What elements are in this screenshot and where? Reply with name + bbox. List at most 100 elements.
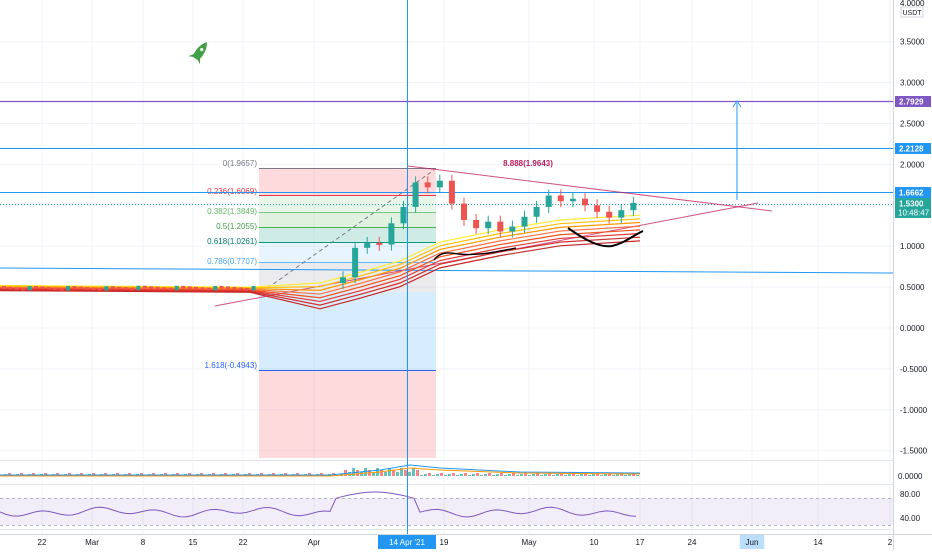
histogram-bar	[416, 470, 419, 476]
ema-line	[0, 218, 641, 289]
fib-label-0: 0(1.9657)	[223, 159, 258, 168]
candle[interactable]	[606, 211, 613, 218]
candle[interactable]	[238, 287, 243, 290]
candle[interactable]	[110, 286, 115, 289]
oscillator-line	[0, 464, 641, 476]
candle[interactable]	[85, 287, 90, 290]
candle[interactable]	[521, 216, 528, 227]
candle[interactable]	[232, 286, 237, 290]
candle[interactable]	[181, 285, 186, 289]
time-label: Apr	[308, 538, 321, 547]
candle[interactable]	[174, 285, 179, 291]
histogram-bar	[444, 475, 447, 476]
fib-label-0786: 0.786(0.7707)	[207, 257, 257, 266]
candle[interactable]	[21, 287, 26, 291]
candle[interactable]	[533, 206, 540, 217]
candle[interactable]	[219, 285, 224, 289]
candle[interactable]	[352, 247, 359, 278]
candle[interactable]	[436, 180, 443, 188]
candle[interactable]	[104, 286, 109, 291]
candle[interactable]	[545, 195, 552, 207]
candle[interactable]	[509, 226, 516, 232]
histogram-bar	[392, 470, 395, 476]
histogram-bar	[596, 473, 599, 476]
fib-label-0236: 0.236(1.6069)	[207, 187, 257, 196]
price-pane[interactable]	[0, 0, 893, 460]
candle[interactable]	[245, 287, 250, 291]
candle[interactable]	[461, 203, 467, 221]
candle[interactable]	[412, 182, 419, 207]
currency-badge[interactable]	[900, 6, 924, 18]
horizontal-levels[interactable]	[0, 100, 894, 274]
histogram-bar	[584, 473, 587, 476]
candle[interactable]	[206, 287, 211, 291]
candle[interactable]	[149, 286, 154, 289]
target-arrow	[732, 100, 742, 200]
candle[interactable]	[91, 287, 96, 291]
candle[interactable]	[34, 286, 38, 289]
candle[interactable]	[557, 195, 564, 202]
candle[interactable]	[168, 287, 173, 291]
candle[interactable]	[340, 277, 346, 284]
candle[interactable]	[162, 287, 166, 290]
candles[interactable]	[2, 174, 637, 291]
candle[interactable]	[424, 182, 431, 188]
price-tick-label: 3.5000	[900, 38, 925, 47]
candle[interactable]	[27, 286, 32, 291]
candle[interactable]	[251, 286, 256, 291]
price-tick-label: 2.0000	[900, 160, 925, 169]
candle[interactable]	[618, 210, 625, 218]
candle[interactable]	[123, 287, 128, 290]
candle[interactable]	[400, 206, 407, 224]
candle[interactable]	[187, 286, 192, 289]
triangle-label: 8.888(1.9643)	[503, 159, 553, 168]
candle[interactable]	[130, 287, 134, 291]
candle[interactable]	[78, 286, 83, 290]
candle[interactable]	[194, 286, 198, 290]
candle[interactable]	[388, 223, 395, 245]
fib-retracement[interactable]	[259, 168, 436, 458]
price-tags[interactable]: 2.7929 2.2128 1.6662 1.5300 10:48:47	[895, 96, 931, 218]
oscillator-pane[interactable]	[0, 464, 641, 477]
candle[interactable]	[485, 221, 492, 229]
candle[interactable]	[364, 242, 371, 248]
candle[interactable]	[569, 198, 576, 202]
candle[interactable]	[226, 286, 230, 289]
candle[interactable]	[53, 287, 58, 290]
candle[interactable]	[8, 286, 13, 290]
candle[interactable]	[66, 286, 70, 291]
candle[interactable]	[46, 286, 51, 290]
candle[interactable]	[376, 242, 383, 245]
candle[interactable]	[142, 285, 147, 289]
candle[interactable]	[117, 286, 122, 290]
candle[interactable]	[497, 221, 504, 232]
ema-line	[0, 221, 641, 291]
candle[interactable]	[594, 205, 601, 212]
rocket-icon	[188, 42, 207, 65]
candle[interactable]	[136, 285, 141, 291]
candle[interactable]	[2, 286, 6, 289]
fib-label-1618: 1.618(-0.4943)	[205, 361, 258, 370]
time-label: May	[521, 538, 536, 547]
histogram-bar	[412, 468, 415, 476]
price-tick-label: 1.0000	[900, 242, 925, 251]
histogram-bar	[352, 468, 355, 476]
ema-line	[0, 232, 641, 303]
candle[interactable]	[473, 220, 480, 229]
candle[interactable]	[448, 180, 455, 204]
candle[interactable]	[98, 288, 102, 291]
time-axis[interactable]: 22 Mar 8 15 22 Apr 14 Apr '21 19 May 10 17 24 Jun 14 2	[38, 535, 893, 549]
candle[interactable]	[213, 285, 218, 291]
candle[interactable]	[200, 287, 205, 290]
candle[interactable]	[40, 286, 45, 289]
candle[interactable]	[630, 202, 637, 211]
candle[interactable]	[14, 287, 19, 290]
candle[interactable]	[155, 286, 160, 290]
histogram-bar	[496, 474, 499, 476]
candle[interactable]	[72, 286, 77, 289]
price-tag-2-2128: 2.2128	[899, 145, 924, 154]
candle[interactable]	[59, 287, 64, 291]
candle[interactable]	[582, 198, 588, 206]
